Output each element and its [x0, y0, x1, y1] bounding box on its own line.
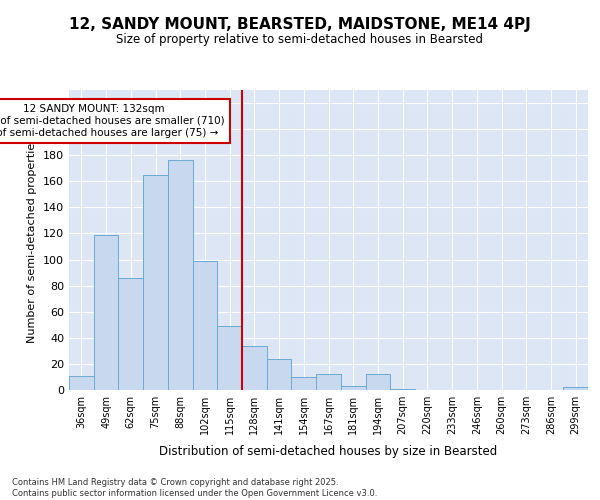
- Bar: [267, 358, 292, 390]
- Bar: [563, 388, 588, 390]
- Text: Size of property relative to semi-detached houses in Bearsted: Size of property relative to semi-detach…: [116, 32, 484, 46]
- Bar: [341, 386, 365, 390]
- Bar: [217, 326, 242, 390]
- Y-axis label: Number of semi-detached properties: Number of semi-detached properties: [28, 137, 37, 343]
- X-axis label: Distribution of semi-detached houses by size in Bearsted: Distribution of semi-detached houses by …: [160, 446, 497, 458]
- Bar: [69, 376, 94, 390]
- Bar: [390, 388, 415, 390]
- Text: 12 SANDY MOUNT: 132sqm
← 90% of semi-detached houses are smaller (710)
10% of se: 12 SANDY MOUNT: 132sqm ← 90% of semi-det…: [0, 104, 225, 138]
- Bar: [242, 346, 267, 390]
- Bar: [118, 278, 143, 390]
- Bar: [316, 374, 341, 390]
- Text: 12, SANDY MOUNT, BEARSTED, MAIDSTONE, ME14 4PJ: 12, SANDY MOUNT, BEARSTED, MAIDSTONE, ME…: [69, 18, 531, 32]
- Bar: [193, 261, 217, 390]
- Bar: [292, 377, 316, 390]
- Bar: [365, 374, 390, 390]
- Bar: [143, 175, 168, 390]
- Bar: [168, 160, 193, 390]
- Text: Contains HM Land Registry data © Crown copyright and database right 2025.
Contai: Contains HM Land Registry data © Crown c…: [12, 478, 377, 498]
- Bar: [94, 235, 118, 390]
